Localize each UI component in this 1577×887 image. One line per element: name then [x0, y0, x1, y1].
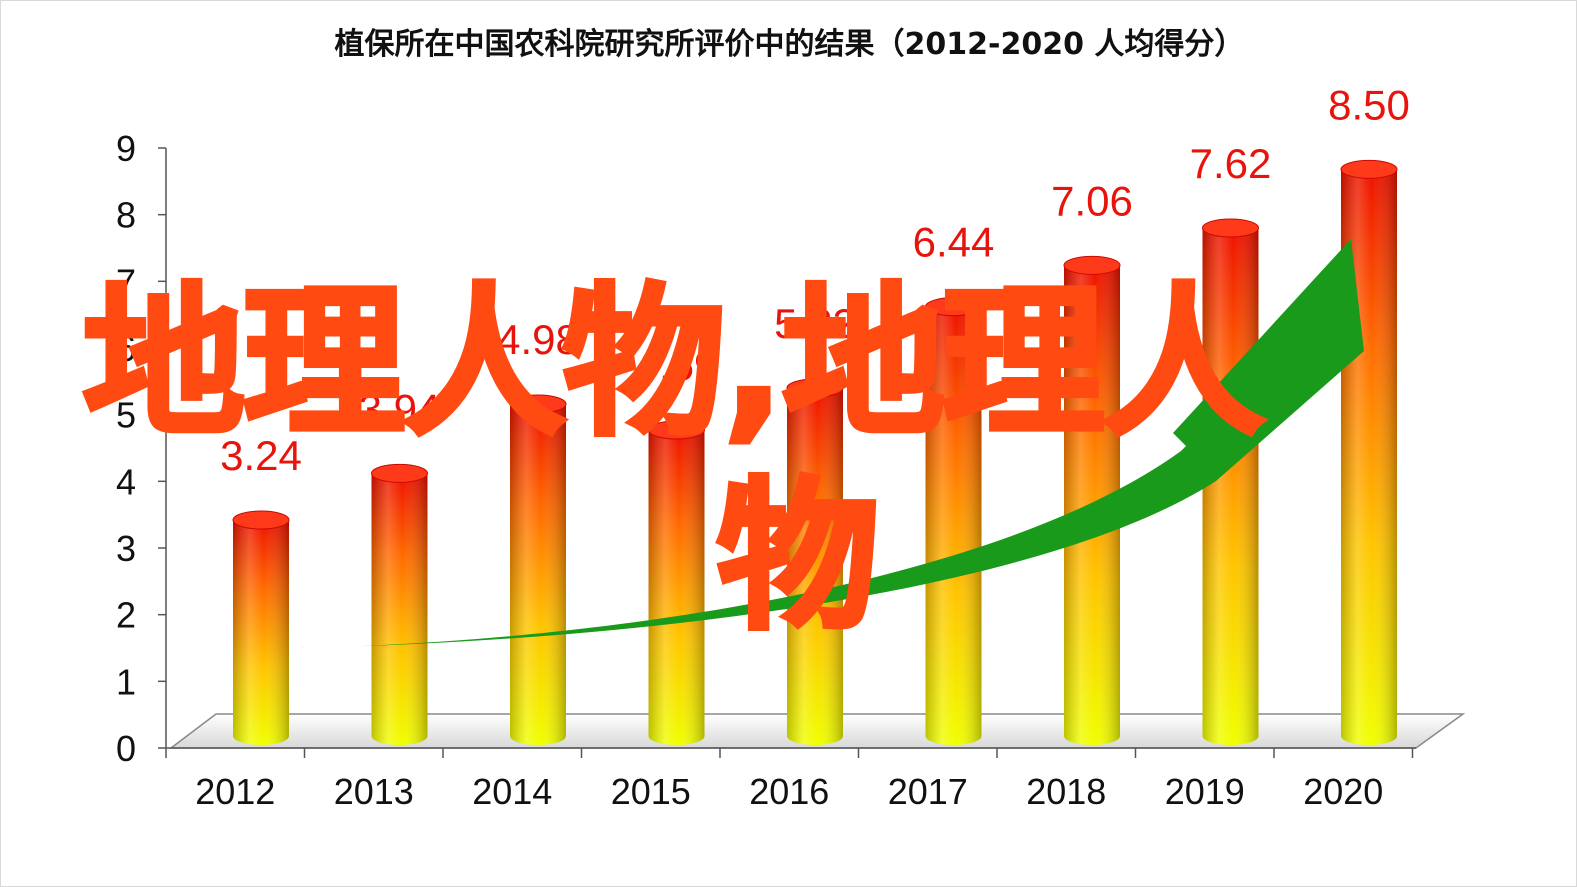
bar-top [509, 394, 567, 414]
data-label: 8.50 [1328, 81, 1410, 128]
y-tick-label: 5 [116, 395, 136, 436]
bar-shading [1202, 228, 1259, 745]
bar-top [925, 297, 982, 317]
bar-top [1340, 159, 1398, 179]
y-tick-label: 8 [116, 195, 136, 236]
bar-2014 [509, 394, 567, 745]
bar-shading [648, 430, 705, 745]
data-label: 7.06 [1051, 177, 1133, 224]
data-label: 5.22 [774, 300, 856, 347]
y-tick-label: 2 [116, 595, 136, 636]
x-tick-label: 2014 [472, 771, 552, 812]
x-tick-label: 2017 [888, 771, 968, 812]
value-labels: 3.24 3.94 4.98 4.59 5.22 6.44 7.06 7.62 8.50 [220, 81, 1410, 479]
data-label: 7.62 [1190, 140, 1272, 187]
bar-shading [787, 388, 843, 745]
data-label: 4.59 [636, 342, 718, 389]
data-label: 3.94 [359, 385, 441, 432]
x-tick-label: 2020 [1303, 771, 1383, 812]
x-tick-label: 2016 [749, 771, 829, 812]
bar-2015 [648, 420, 705, 745]
bar-top [1063, 255, 1121, 275]
y-tick-label: 3 [116, 528, 136, 569]
bar-shading [371, 473, 428, 745]
x-tick-label: 2018 [1026, 771, 1106, 812]
y-tick-label: 6 [116, 328, 136, 369]
bar-2013 [371, 463, 428, 745]
bar-top [232, 510, 290, 530]
data-label: 6.44 [913, 219, 995, 266]
bar-shading [510, 404, 566, 745]
bar-top [371, 463, 428, 483]
y-tick-label: 4 [116, 461, 136, 502]
bar-top [786, 378, 844, 398]
bar-top [1202, 218, 1259, 238]
chart-title: 植保所在中国农科院研究所评价中的结果（2012-2020 人均得分） [334, 27, 1245, 62]
x-tick-label: 2015 [611, 771, 691, 812]
y-tick-label: 9 [116, 128, 136, 169]
y-tick-label: 7 [116, 261, 136, 302]
y-tick-label: 1 [116, 661, 136, 702]
data-label: 4.98 [497, 316, 579, 363]
x-tick-label: 2019 [1165, 771, 1245, 812]
bar-top [648, 420, 705, 440]
x-tick-label: 2013 [334, 771, 414, 812]
bar-2016 [786, 378, 844, 745]
x-tick-label: 2012 [195, 771, 275, 812]
bar-shading [233, 520, 289, 745]
bar-2017 [925, 297, 982, 745]
bar-2012 [232, 510, 290, 745]
y-tick-label: 0 [116, 728, 136, 769]
bar-shading [925, 306, 982, 745]
data-label: 3.24 [220, 432, 302, 479]
